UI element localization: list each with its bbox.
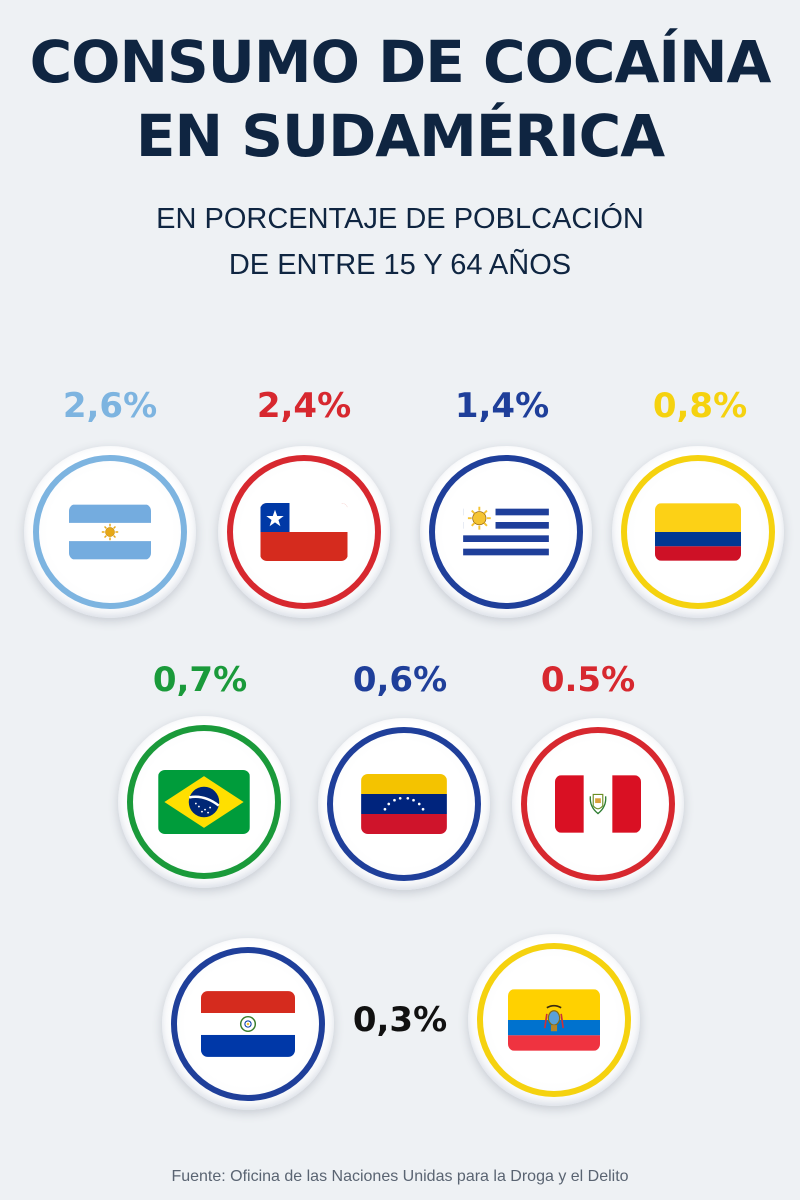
argentina-flag-icon	[69, 504, 151, 560]
paraguay-flag-icon	[201, 991, 295, 1057]
source-note: Fuente: Oficina de las Naciones Unidas p…	[171, 1168, 629, 1185]
subtitle-line-1: EN PORCENTAJE DE POBLCACIÓN	[156, 203, 644, 235]
ring-paraguay	[171, 947, 325, 1101]
flag-disc-paraguay	[162, 938, 334, 1110]
flag-disc-brazil	[118, 716, 290, 888]
ring-chile	[227, 455, 381, 609]
flag-disc-chile	[218, 446, 390, 618]
ecuador-flag-icon	[508, 989, 600, 1051]
flag-disc-peru	[512, 718, 684, 890]
flag-disc-argentina	[24, 446, 196, 618]
colombia-flag-icon	[655, 503, 741, 561]
value-label-brazil: 0,7%	[152, 660, 248, 700]
value-label-uruguay: 1,4%	[454, 386, 550, 426]
flag-disc-uruguay	[420, 446, 592, 618]
brazil-flag-icon	[158, 770, 250, 834]
flag-disc-ecuador	[468, 934, 640, 1106]
venezuela-flag-icon	[361, 774, 447, 834]
flag-disc-venezuela	[318, 718, 490, 890]
value-label-chile: 2,4%	[256, 386, 352, 426]
uruguay-flag-icon	[463, 502, 549, 562]
ring-ecuador	[477, 943, 631, 1097]
peru-flag-icon	[555, 775, 641, 833]
chile-flag-icon	[260, 503, 348, 561]
subtitle-line-2: DE ENTRE 15 Y 64 AÑOS	[228, 249, 572, 281]
ring-uruguay	[429, 455, 583, 609]
ring-argentina	[33, 455, 187, 609]
value-label-colombia: 0,8%	[652, 386, 748, 426]
value-label-peru: 0.5%	[540, 660, 636, 700]
ring-brazil	[127, 725, 281, 879]
flag-disc-colombia	[612, 446, 784, 618]
value-label-shared-paraguay-ecuador: 0,3%	[352, 1000, 448, 1040]
title-line-2: EN SUDAMÉRICA	[135, 102, 665, 170]
ring-peru	[521, 727, 675, 881]
title-line-1: CONSUMO DE COCAÍNA	[29, 28, 772, 96]
ring-colombia	[621, 455, 775, 609]
value-label-venezuela: 0,6%	[352, 660, 448, 700]
ring-venezuela	[327, 727, 481, 881]
value-label-argentina: 2,6%	[62, 386, 158, 426]
